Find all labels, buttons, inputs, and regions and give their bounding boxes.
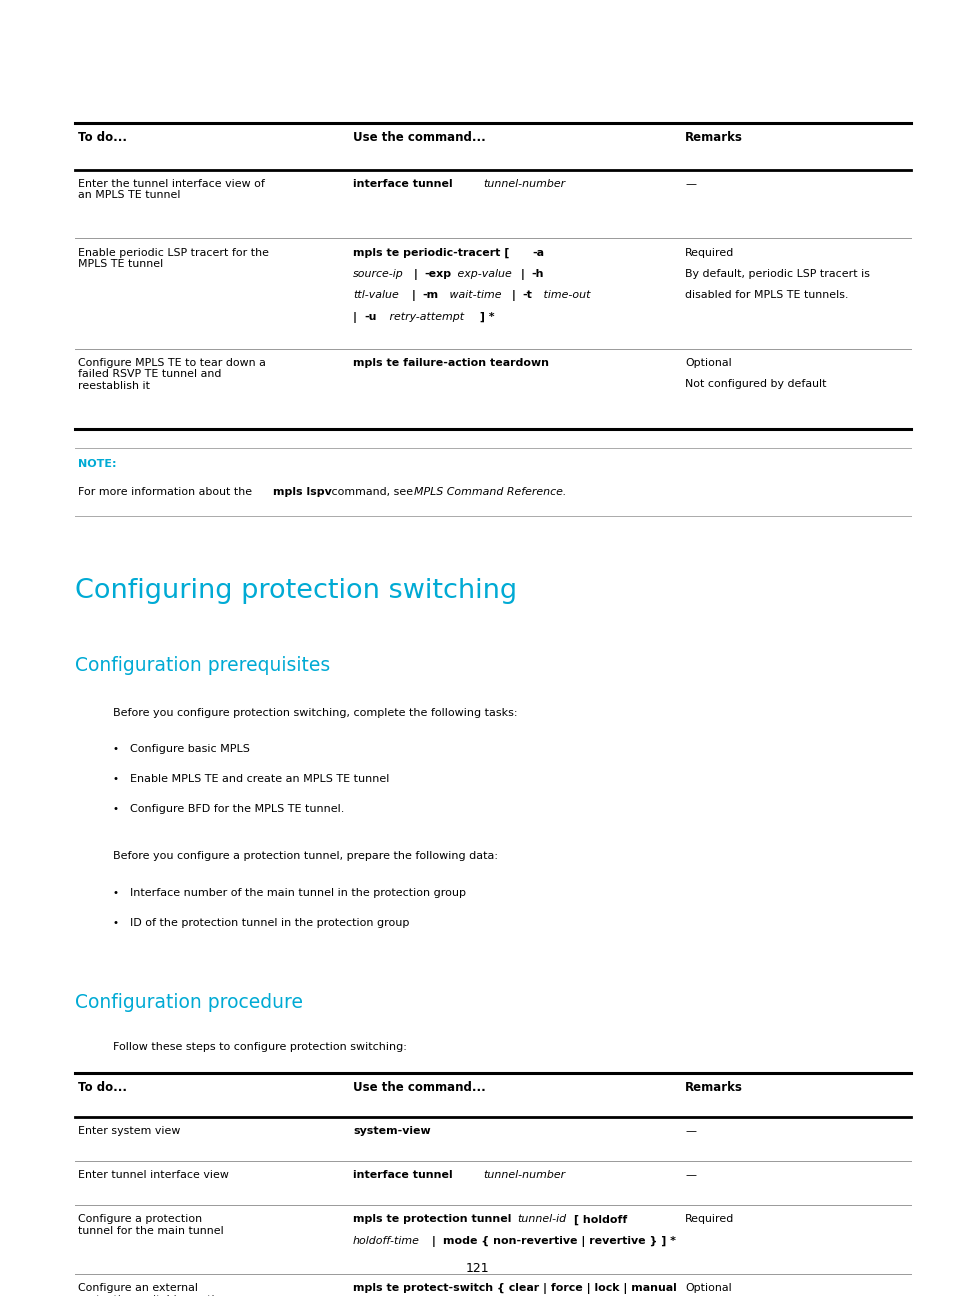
Text: -exp: -exp: [424, 270, 451, 279]
Text: Configure an external
protection switching action: Configure an external protection switchi…: [78, 1283, 229, 1296]
Text: mpls te protect-switch { clear | force | lock | manual: mpls te protect-switch { clear | force |…: [353, 1283, 676, 1293]
Text: Before you configure a protection tunnel, prepare the following data:: Before you configure a protection tunnel…: [112, 851, 497, 862]
Text: time-out: time-out: [539, 290, 590, 301]
Text: Optional: Optional: [684, 1283, 731, 1293]
Text: Not configured by default: Not configured by default: [684, 378, 825, 389]
Text: disabled for MPLS TE tunnels.: disabled for MPLS TE tunnels.: [684, 290, 847, 301]
Text: •: •: [112, 774, 118, 784]
Text: NOTE:: NOTE:: [78, 459, 116, 469]
Text: —: —: [684, 179, 696, 189]
Text: mpls lspv: mpls lspv: [273, 487, 332, 498]
Text: Configure MPLS TE to tear down a
failed RSVP TE tunnel and
reestablish it: Configure MPLS TE to tear down a failed …: [78, 358, 266, 391]
Text: Remarks: Remarks: [684, 1081, 742, 1094]
Text: |: |: [428, 1236, 439, 1247]
Text: ttl-value: ttl-value: [353, 290, 398, 301]
Text: -m: -m: [422, 290, 438, 301]
Text: Before you configure protection switching, complete the following tasks:: Before you configure protection switchin…: [112, 708, 517, 718]
Text: Configure BFD for the MPLS TE tunnel.: Configure BFD for the MPLS TE tunnel.: [130, 804, 344, 814]
Text: MPLS Command Reference.: MPLS Command Reference.: [414, 487, 566, 498]
Text: •: •: [112, 804, 118, 814]
Text: -u: -u: [364, 311, 376, 321]
Text: •: •: [112, 744, 118, 754]
Text: Enter tunnel interface view: Enter tunnel interface view: [78, 1170, 229, 1181]
Text: Required: Required: [684, 1214, 734, 1225]
Text: |: |: [408, 290, 419, 301]
Text: wait-time: wait-time: [445, 290, 500, 301]
Text: system-view: system-view: [353, 1126, 430, 1137]
Text: Configuration procedure: Configuration procedure: [75, 993, 303, 1012]
Text: mode { non-revertive | revertive } ] *: mode { non-revertive | revertive } ] *: [442, 1236, 675, 1247]
Text: For more information about the: For more information about the: [78, 487, 255, 498]
Text: Enter system view: Enter system view: [78, 1126, 180, 1137]
Text: •: •: [112, 888, 118, 898]
Text: 121: 121: [465, 1262, 488, 1275]
Text: tunnel-number: tunnel-number: [483, 1170, 565, 1181]
Text: holdoff-time: holdoff-time: [353, 1236, 419, 1245]
Text: |: |: [517, 270, 528, 280]
Text: exp-value: exp-value: [454, 270, 512, 279]
Text: |: |: [353, 311, 360, 323]
Text: To do...: To do...: [78, 1081, 127, 1094]
Text: interface tunnel: interface tunnel: [353, 1170, 456, 1181]
Text: Enable periodic LSP tracert for the
MPLS TE tunnel: Enable periodic LSP tracert for the MPLS…: [78, 248, 269, 270]
Text: ] *: ] *: [476, 311, 494, 321]
Text: Optional: Optional: [684, 358, 731, 368]
Text: mpls te periodic-tracert [: mpls te periodic-tracert [: [353, 248, 513, 258]
Text: Remarks: Remarks: [684, 131, 742, 144]
Text: Interface number of the main tunnel in the protection group: Interface number of the main tunnel in t…: [130, 888, 465, 898]
Text: Required: Required: [684, 248, 734, 258]
Text: tunnel-number: tunnel-number: [483, 179, 565, 189]
Text: ID of the protection tunnel in the protection group: ID of the protection tunnel in the prote…: [130, 918, 409, 928]
Text: •: •: [112, 918, 118, 928]
Text: tunnel-id: tunnel-id: [517, 1214, 565, 1225]
Text: To do...: To do...: [78, 131, 127, 144]
Text: —: —: [684, 1170, 696, 1181]
Text: Configure basic MPLS: Configure basic MPLS: [130, 744, 250, 754]
Text: By default, periodic LSP tracert is: By default, periodic LSP tracert is: [684, 270, 869, 279]
Text: [ holdoff: [ holdoff: [569, 1214, 626, 1225]
Text: Use the command...: Use the command...: [353, 131, 485, 144]
Text: source-ip: source-ip: [353, 270, 403, 279]
Text: Configure a protection
tunnel for the main tunnel: Configure a protection tunnel for the ma…: [78, 1214, 224, 1236]
Text: mpls te failure-action teardown: mpls te failure-action teardown: [353, 358, 548, 368]
Text: Follow these steps to configure protection switching:: Follow these steps to configure protecti…: [112, 1042, 406, 1052]
Text: Enable MPLS TE and create an MPLS TE tunnel: Enable MPLS TE and create an MPLS TE tun…: [130, 774, 389, 784]
Text: |: |: [508, 290, 519, 301]
Text: interface tunnel: interface tunnel: [353, 179, 456, 189]
Text: |: |: [410, 270, 421, 280]
Text: -t: -t: [522, 290, 532, 301]
Text: Use the command...: Use the command...: [353, 1081, 485, 1094]
Text: —: —: [684, 1126, 696, 1137]
Text: retry-attempt: retry-attempt: [386, 311, 464, 321]
Text: mpls te protection tunnel: mpls te protection tunnel: [353, 1214, 515, 1225]
Text: -h: -h: [531, 270, 543, 279]
Text: command, see: command, see: [328, 487, 416, 498]
Text: Configuration prerequisites: Configuration prerequisites: [75, 656, 331, 675]
Text: Enter the tunnel interface view of
an MPLS TE tunnel: Enter the tunnel interface view of an MP…: [78, 179, 265, 201]
Text: -a: -a: [532, 248, 544, 258]
Text: Configuring protection switching: Configuring protection switching: [75, 578, 517, 604]
